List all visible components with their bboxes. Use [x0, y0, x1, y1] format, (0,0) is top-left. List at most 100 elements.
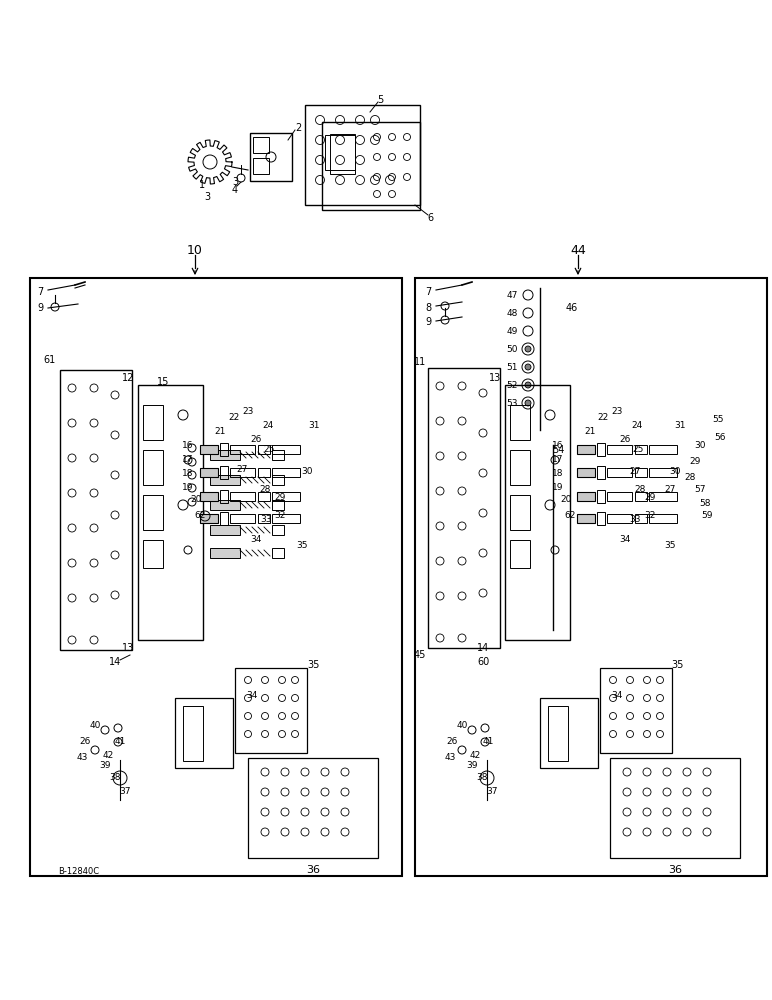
- Bar: [649, 492, 677, 501]
- Text: 7: 7: [37, 287, 43, 297]
- Text: 60: 60: [477, 657, 489, 667]
- Text: 3: 3: [204, 192, 210, 202]
- Text: 62: 62: [564, 510, 576, 520]
- Text: 15: 15: [157, 377, 169, 387]
- Text: 32: 32: [645, 510, 655, 520]
- Text: 54: 54: [552, 445, 564, 455]
- Circle shape: [525, 382, 531, 388]
- Text: 26: 26: [80, 738, 90, 746]
- Text: 30: 30: [669, 468, 681, 477]
- Bar: [577, 445, 595, 454]
- Bar: [250, 133, 292, 181]
- Text: 20: 20: [560, 495, 572, 504]
- Text: 35: 35: [296, 540, 308, 550]
- Text: 21: 21: [215, 428, 225, 436]
- Bar: [175, 698, 233, 768]
- Text: 35: 35: [664, 540, 676, 550]
- Text: 2: 2: [295, 123, 301, 133]
- Text: 26: 26: [250, 436, 262, 444]
- Text: 13: 13: [122, 643, 134, 653]
- Text: 20: 20: [191, 495, 201, 504]
- Bar: [272, 548, 284, 558]
- Bar: [272, 468, 300, 477]
- Text: 30: 30: [694, 440, 706, 450]
- Text: 17: 17: [182, 456, 194, 464]
- Bar: [230, 514, 255, 523]
- Text: 14: 14: [477, 643, 489, 653]
- Text: 56: 56: [714, 434, 726, 442]
- Text: 43: 43: [76, 754, 88, 762]
- Text: 34: 34: [619, 536, 631, 544]
- Text: 37: 37: [486, 788, 498, 796]
- Text: 42: 42: [103, 750, 113, 760]
- Text: 10: 10: [187, 243, 203, 256]
- Bar: [607, 492, 632, 501]
- Bar: [635, 492, 647, 501]
- Text: 38: 38: [110, 774, 120, 782]
- Text: 23: 23: [242, 408, 254, 416]
- Bar: [548, 706, 568, 761]
- Text: 17: 17: [552, 456, 564, 464]
- Bar: [138, 385, 203, 640]
- Text: 41: 41: [482, 738, 493, 746]
- Bar: [597, 512, 605, 525]
- Text: 31: 31: [308, 420, 320, 430]
- Bar: [200, 514, 218, 523]
- Bar: [428, 368, 500, 648]
- Bar: [505, 385, 570, 640]
- Bar: [649, 445, 677, 454]
- Bar: [577, 514, 595, 523]
- Bar: [272, 514, 300, 523]
- Text: 9: 9: [425, 317, 431, 327]
- Bar: [220, 466, 228, 479]
- Text: 38: 38: [476, 774, 488, 782]
- Bar: [322, 122, 420, 210]
- Text: 36: 36: [668, 865, 682, 875]
- Bar: [210, 475, 240, 485]
- Text: 18: 18: [182, 468, 194, 478]
- Text: 9: 9: [37, 303, 43, 313]
- Bar: [200, 492, 218, 501]
- Bar: [607, 445, 632, 454]
- Text: 37: 37: [119, 788, 130, 796]
- Text: 24: 24: [631, 420, 642, 430]
- Text: 42: 42: [469, 750, 481, 760]
- Text: 53: 53: [506, 398, 518, 408]
- Bar: [253, 137, 269, 153]
- Text: 25: 25: [263, 446, 275, 454]
- Bar: [210, 548, 240, 558]
- Text: 1: 1: [199, 180, 205, 190]
- Text: 47: 47: [506, 290, 518, 300]
- Bar: [635, 514, 647, 523]
- Bar: [635, 468, 647, 477]
- Text: 51: 51: [506, 362, 518, 371]
- Text: 24: 24: [262, 420, 273, 430]
- Text: 23: 23: [611, 408, 623, 416]
- Text: 50: 50: [506, 344, 518, 354]
- Bar: [143, 450, 163, 485]
- Bar: [415, 278, 767, 876]
- Bar: [635, 445, 647, 454]
- Text: 28: 28: [259, 486, 271, 494]
- Bar: [510, 450, 530, 485]
- Bar: [597, 466, 605, 479]
- Text: 22: 22: [598, 414, 608, 422]
- Text: 31: 31: [674, 420, 686, 430]
- Text: 62: 62: [195, 510, 205, 520]
- Bar: [183, 706, 203, 761]
- Text: 34: 34: [250, 536, 262, 544]
- Text: 13: 13: [489, 373, 501, 383]
- Text: 22: 22: [229, 414, 239, 422]
- Text: 59: 59: [701, 510, 713, 520]
- Bar: [143, 495, 163, 530]
- Bar: [510, 540, 530, 568]
- Text: 27: 27: [665, 486, 676, 494]
- Bar: [60, 370, 132, 650]
- Text: 18: 18: [552, 468, 564, 478]
- Bar: [253, 158, 269, 174]
- Text: 32: 32: [274, 510, 286, 520]
- Bar: [220, 443, 228, 456]
- Text: 29: 29: [645, 493, 655, 502]
- Bar: [200, 445, 218, 454]
- Text: 45: 45: [414, 650, 426, 660]
